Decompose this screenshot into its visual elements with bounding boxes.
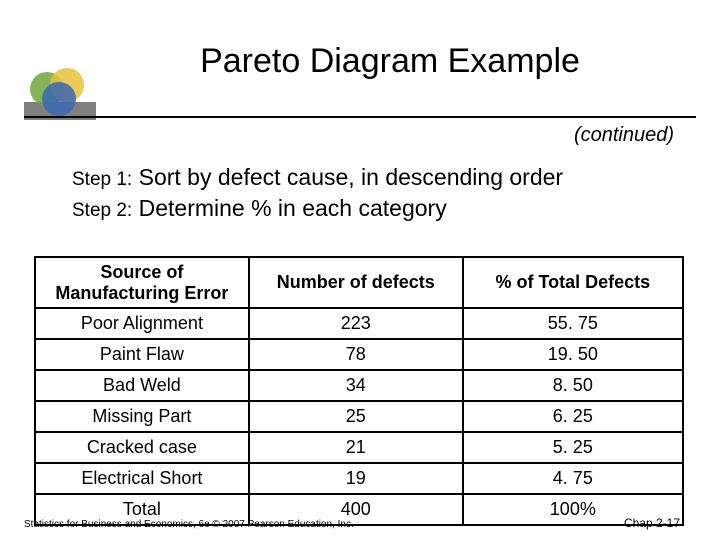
table-cell: 4. 75 bbox=[463, 463, 683, 494]
step-2: Step 2: Determine % in each category bbox=[72, 193, 563, 224]
table-cell: Bad Weld bbox=[35, 370, 249, 401]
table-cell: Missing Part bbox=[35, 401, 249, 432]
steps-block: Step 1: Sort by defect cause, in descend… bbox=[72, 162, 563, 224]
table-header-row: Source ofManufacturing Error Number of d… bbox=[35, 257, 683, 308]
table-row: Poor Alignment 223 55. 75 bbox=[35, 308, 683, 339]
table-cell: 55. 75 bbox=[463, 308, 683, 339]
table-cell: 78 bbox=[249, 339, 463, 370]
table-cell: 21 bbox=[249, 432, 463, 463]
step-1-label: Step 1: bbox=[72, 169, 132, 190]
table-header: % of Total Defects bbox=[463, 257, 683, 308]
table-cell: Paint Flaw bbox=[35, 339, 249, 370]
title-underline bbox=[24, 116, 696, 118]
table-header: Source ofManufacturing Error bbox=[35, 257, 249, 308]
table-header: Number of defects bbox=[249, 257, 463, 308]
footer-left: Statistics for Business and Economics, 6… bbox=[24, 519, 354, 530]
table-cell: 6. 25 bbox=[463, 401, 683, 432]
table-row: Paint Flaw 78 19. 50 bbox=[35, 339, 683, 370]
continued-label: (continued) bbox=[574, 124, 674, 147]
table-row: Electrical Short 19 4. 75 bbox=[35, 463, 683, 494]
step-1-text: Sort by defect cause, in descending orde… bbox=[132, 164, 563, 190]
table-cell: 19 bbox=[249, 463, 463, 494]
table-row: Cracked case 21 5. 25 bbox=[35, 432, 683, 463]
table-row: Bad Weld 34 8. 50 bbox=[35, 370, 683, 401]
table-cell: 5. 25 bbox=[463, 432, 683, 463]
table-cell: 25 bbox=[249, 401, 463, 432]
table-cell: 8. 50 bbox=[463, 370, 683, 401]
defects-table: Source ofManufacturing Error Number of d… bbox=[34, 256, 684, 526]
table-cell: Electrical Short bbox=[35, 463, 249, 494]
table-cell: 19. 50 bbox=[463, 339, 683, 370]
step-2-label: Step 2: bbox=[72, 200, 132, 221]
logo-circle-blue bbox=[42, 82, 76, 116]
table-cell: 223 bbox=[249, 308, 463, 339]
table-row: Missing Part 25 6. 25 bbox=[35, 401, 683, 432]
defects-table-wrap: Source ofManufacturing Error Number of d… bbox=[34, 256, 684, 526]
footer-right: Chap 2-17 bbox=[624, 516, 680, 530]
table-cell: 34 bbox=[249, 370, 463, 401]
step-1: Step 1: Sort by defect cause, in descend… bbox=[72, 162, 563, 193]
step-2-text: Determine % in each category bbox=[132, 195, 447, 221]
table-cell: Poor Alignment bbox=[35, 308, 249, 339]
table-cell: Cracked case bbox=[35, 432, 249, 463]
slide-title: Pareto Diagram Example bbox=[0, 42, 720, 81]
